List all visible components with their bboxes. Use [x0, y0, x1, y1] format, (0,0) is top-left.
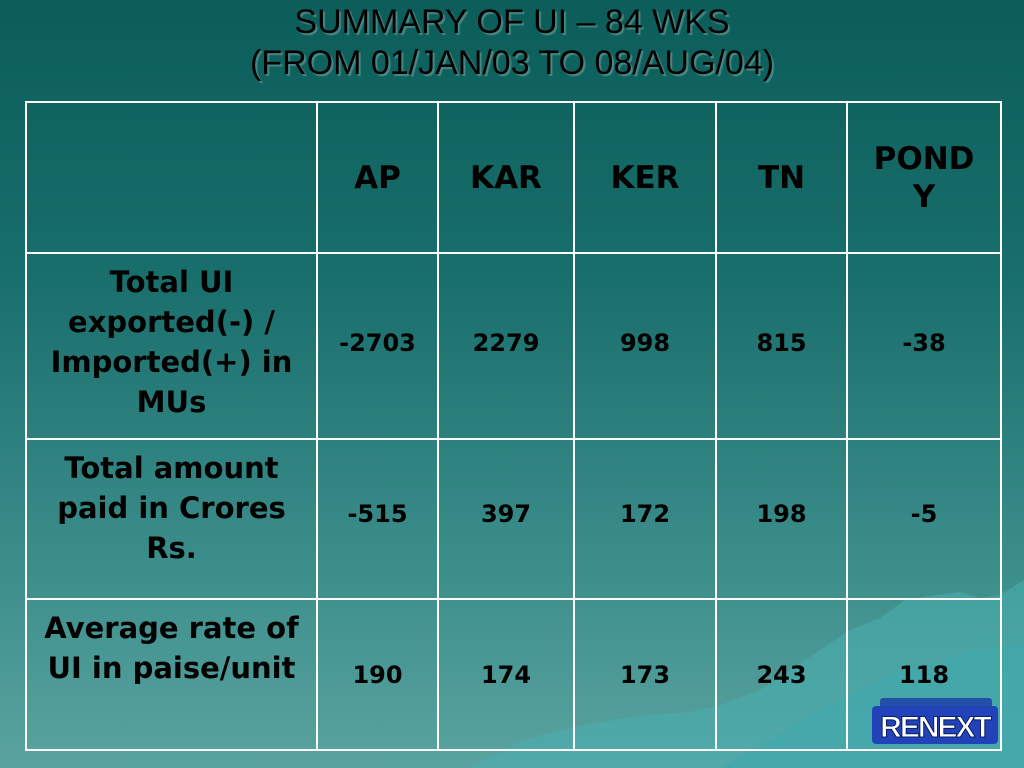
table-row: Total amount paid in Crores Rs. -515 397…	[25, 438, 1002, 600]
header-empty-cell	[25, 101, 318, 254]
cell-value: 815	[715, 252, 848, 440]
cell-value: -515	[316, 438, 439, 600]
cell-value: 174	[437, 598, 575, 751]
cell-value: 998	[573, 252, 717, 440]
row-label-total-amount: Total amount paid in Crores Rs.	[25, 438, 318, 600]
cell-value: -38	[846, 252, 1002, 440]
col-header-pondy: POND Y	[846, 101, 1002, 254]
slide-title: SUMMARY OF UI – 84 WKS (FROM 01/JAN/03 T…	[0, 2, 1024, 84]
col-header-pondy-text: POND Y	[873, 140, 975, 215]
title-line-2: (FROM 01/JAN/03 TO 08/AUG/04)	[249, 44, 775, 82]
renext-logo-icon[interactable]: RENEXT	[872, 696, 998, 748]
col-header-ker: KER	[573, 101, 717, 254]
cell-value: -2703	[316, 252, 439, 440]
col-header-ap: AP	[316, 101, 439, 254]
logo-text: RENEXT	[880, 711, 991, 744]
summary-table: AP KAR KER TN POND Y Total UI exported(-…	[25, 101, 1002, 751]
row-label-total-ui: Total UI exported(-) / Imported(+) in MU…	[25, 252, 318, 440]
cell-value: 397	[437, 438, 575, 600]
table-row: Average rate of UI in paise/unit 190 174…	[25, 598, 1002, 751]
col-header-tn: TN	[715, 101, 848, 254]
cell-value: 172	[573, 438, 717, 600]
table-row: Total UI exported(-) / Imported(+) in MU…	[25, 252, 1002, 440]
cell-value: 190	[316, 598, 439, 751]
cell-value: -5	[846, 438, 1002, 600]
cell-value: 243	[715, 598, 848, 751]
table-header-row: AP KAR KER TN POND Y	[25, 101, 1002, 254]
title-line-1: SUMMARY OF UI – 84 WKS	[294, 3, 730, 41]
row-label-average-rate: Average rate of UI in paise/unit	[25, 598, 318, 751]
cell-value: 198	[715, 438, 848, 600]
col-header-kar: KAR	[437, 101, 575, 254]
cell-value: 2279	[437, 252, 575, 440]
cell-value: 173	[573, 598, 717, 751]
